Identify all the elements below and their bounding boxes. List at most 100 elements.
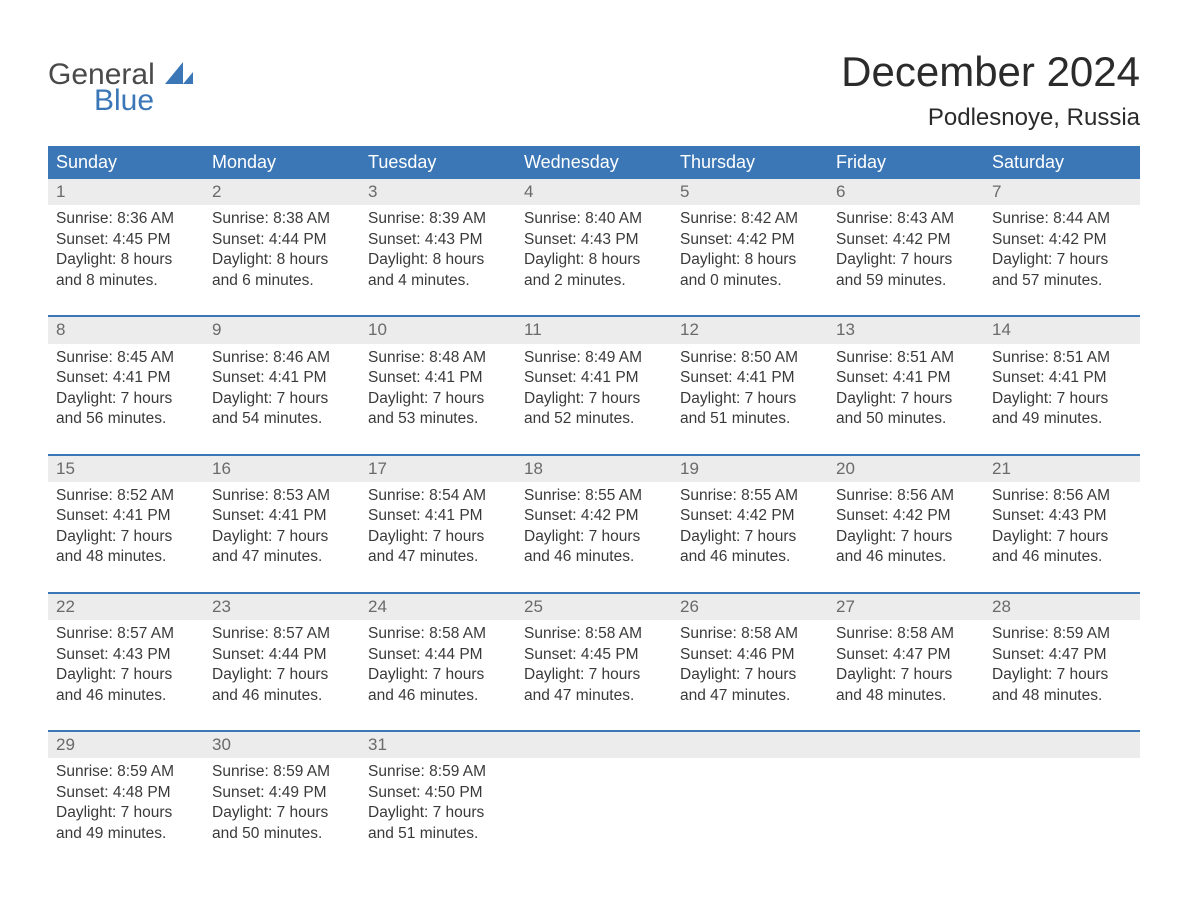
calendar-cell xyxy=(984,732,1140,856)
calendar-cell: 26Sunrise: 8:58 AMSunset: 4:46 PMDayligh… xyxy=(672,594,828,718)
calendar-cell: 7Sunrise: 8:44 AMSunset: 4:42 PMDaylight… xyxy=(984,179,1140,303)
sunset-text: Sunset: 4:41 PM xyxy=(524,368,664,388)
sunrise-text: Sunrise: 8:52 AM xyxy=(56,486,196,506)
day-number: 6 xyxy=(828,179,984,205)
sunset-text: Sunset: 4:50 PM xyxy=(368,783,508,803)
sunrise-text: Sunrise: 8:45 AM xyxy=(56,348,196,368)
logo: General Blue xyxy=(48,58,193,118)
calendar-cell: 30Sunrise: 8:59 AMSunset: 4:49 PMDayligh… xyxy=(204,732,360,856)
calendar-cell: 14Sunrise: 8:51 AMSunset: 4:41 PMDayligh… xyxy=(984,317,1140,441)
daylight-text: Daylight: 7 hours xyxy=(212,527,352,547)
daylight-text: Daylight: 7 hours xyxy=(368,389,508,409)
sunrise-text: Sunrise: 8:46 AM xyxy=(212,348,352,368)
day-number: 24 xyxy=(360,594,516,620)
sunrise-text: Sunrise: 8:51 AM xyxy=(992,348,1132,368)
sunrise-text: Sunrise: 8:54 AM xyxy=(368,486,508,506)
daylight-text: Daylight: 7 hours xyxy=(992,527,1132,547)
calendar-cell: 25Sunrise: 8:58 AMSunset: 4:45 PMDayligh… xyxy=(516,594,672,718)
daylight-text: and 46 minutes. xyxy=(836,547,976,567)
sunrise-text: Sunrise: 8:55 AM xyxy=(680,486,820,506)
day-number-empty xyxy=(984,732,1140,758)
calendar-cell: 8Sunrise: 8:45 AMSunset: 4:41 PMDaylight… xyxy=(48,317,204,441)
sunrise-text: Sunrise: 8:55 AM xyxy=(524,486,664,506)
day-number: 13 xyxy=(828,317,984,343)
daylight-text: and 57 minutes. xyxy=(992,271,1132,291)
daylight-text: and 4 minutes. xyxy=(368,271,508,291)
calendar: Sunday Monday Tuesday Wednesday Thursday… xyxy=(48,146,1140,856)
calendar-cell: 10Sunrise: 8:48 AMSunset: 4:41 PMDayligh… xyxy=(360,317,516,441)
daylight-text: Daylight: 7 hours xyxy=(524,389,664,409)
calendar-cell: 23Sunrise: 8:57 AMSunset: 4:44 PMDayligh… xyxy=(204,594,360,718)
calendar-cell: 11Sunrise: 8:49 AMSunset: 4:41 PMDayligh… xyxy=(516,317,672,441)
calendar-cell: 24Sunrise: 8:58 AMSunset: 4:44 PMDayligh… xyxy=(360,594,516,718)
sunset-text: Sunset: 4:45 PM xyxy=(56,230,196,250)
calendar-week: 29Sunrise: 8:59 AMSunset: 4:48 PMDayligh… xyxy=(48,730,1140,856)
day-number: 5 xyxy=(672,179,828,205)
day-number: 21 xyxy=(984,456,1140,482)
daylight-text: and 54 minutes. xyxy=(212,409,352,429)
weekday-header: Sunday Monday Tuesday Wednesday Thursday… xyxy=(48,146,1140,179)
daylight-text: Daylight: 7 hours xyxy=(680,527,820,547)
calendar-week: 1Sunrise: 8:36 AMSunset: 4:45 PMDaylight… xyxy=(48,179,1140,303)
daylight-text: and 56 minutes. xyxy=(56,409,196,429)
sunrise-text: Sunrise: 8:49 AM xyxy=(524,348,664,368)
daylight-text: and 47 minutes. xyxy=(524,686,664,706)
daylight-text: and 52 minutes. xyxy=(524,409,664,429)
sunset-text: Sunset: 4:42 PM xyxy=(992,230,1132,250)
daylight-text: Daylight: 8 hours xyxy=(368,250,508,270)
col-thursday: Thursday xyxy=(672,146,828,179)
sunrise-text: Sunrise: 8:36 AM xyxy=(56,209,196,229)
daylight-text: and 48 minutes. xyxy=(992,686,1132,706)
daylight-text: Daylight: 7 hours xyxy=(836,389,976,409)
sunrise-text: Sunrise: 8:59 AM xyxy=(56,762,196,782)
day-number: 20 xyxy=(828,456,984,482)
sunrise-text: Sunrise: 8:40 AM xyxy=(524,209,664,229)
sunrise-text: Sunrise: 8:39 AM xyxy=(368,209,508,229)
sunrise-text: Sunrise: 8:53 AM xyxy=(212,486,352,506)
daylight-text: and 6 minutes. xyxy=(212,271,352,291)
daylight-text: Daylight: 7 hours xyxy=(368,803,508,823)
sunset-text: Sunset: 4:47 PM xyxy=(992,645,1132,665)
day-number-empty xyxy=(516,732,672,758)
title-block: December 2024 Podlesnoye, Russia xyxy=(841,48,1140,132)
calendar-cell: 1Sunrise: 8:36 AMSunset: 4:45 PMDaylight… xyxy=(48,179,204,303)
daylight-text: Daylight: 7 hours xyxy=(992,250,1132,270)
sunrise-text: Sunrise: 8:59 AM xyxy=(212,762,352,782)
calendar-cell: 5Sunrise: 8:42 AMSunset: 4:42 PMDaylight… xyxy=(672,179,828,303)
day-number: 28 xyxy=(984,594,1140,620)
calendar-cell: 28Sunrise: 8:59 AMSunset: 4:47 PMDayligh… xyxy=(984,594,1140,718)
sunset-text: Sunset: 4:42 PM xyxy=(680,506,820,526)
daylight-text: Daylight: 7 hours xyxy=(992,665,1132,685)
daylight-text: Daylight: 7 hours xyxy=(836,250,976,270)
sunrise-text: Sunrise: 8:43 AM xyxy=(836,209,976,229)
daylight-text: Daylight: 7 hours xyxy=(524,665,664,685)
day-number: 18 xyxy=(516,456,672,482)
sunset-text: Sunset: 4:44 PM xyxy=(212,645,352,665)
calendar-cell: 21Sunrise: 8:56 AMSunset: 4:43 PMDayligh… xyxy=(984,456,1140,580)
daylight-text: Daylight: 7 hours xyxy=(992,389,1132,409)
daylight-text: Daylight: 7 hours xyxy=(56,665,196,685)
daylight-text: and 47 minutes. xyxy=(212,547,352,567)
calendar-week: 22Sunrise: 8:57 AMSunset: 4:43 PMDayligh… xyxy=(48,592,1140,718)
daylight-text: and 53 minutes. xyxy=(368,409,508,429)
day-number: 30 xyxy=(204,732,360,758)
daylight-text: and 50 minutes. xyxy=(836,409,976,429)
daylight-text: and 46 minutes. xyxy=(524,547,664,567)
calendar-cell: 29Sunrise: 8:59 AMSunset: 4:48 PMDayligh… xyxy=(48,732,204,856)
calendar-cell: 12Sunrise: 8:50 AMSunset: 4:41 PMDayligh… xyxy=(672,317,828,441)
col-saturday: Saturday xyxy=(984,146,1140,179)
daylight-text: and 47 minutes. xyxy=(368,547,508,567)
day-number: 10 xyxy=(360,317,516,343)
sunrise-text: Sunrise: 8:57 AM xyxy=(56,624,196,644)
sunset-text: Sunset: 4:41 PM xyxy=(368,506,508,526)
calendar-cell xyxy=(516,732,672,856)
daylight-text: Daylight: 7 hours xyxy=(212,803,352,823)
day-number: 26 xyxy=(672,594,828,620)
day-number: 14 xyxy=(984,317,1140,343)
sunrise-text: Sunrise: 8:38 AM xyxy=(212,209,352,229)
calendar-cell: 22Sunrise: 8:57 AMSunset: 4:43 PMDayligh… xyxy=(48,594,204,718)
day-number: 19 xyxy=(672,456,828,482)
calendar-cell: 31Sunrise: 8:59 AMSunset: 4:50 PMDayligh… xyxy=(360,732,516,856)
sunset-text: Sunset: 4:41 PM xyxy=(680,368,820,388)
sunrise-text: Sunrise: 8:51 AM xyxy=(836,348,976,368)
